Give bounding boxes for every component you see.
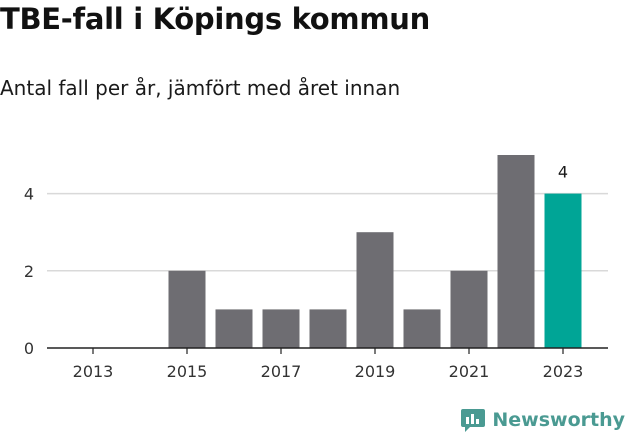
axes: 0 2 4 2013 2015 2017 2019 2021 2023 [24,185,608,381]
x-tick-label-2023: 2023 [543,362,584,381]
bar-2018 [309,309,347,348]
bar-2016 [215,309,253,348]
x-tick-label-2013: 2013 [73,362,114,381]
bar-2020 [403,309,441,348]
x-tick-label-2017: 2017 [261,362,302,381]
x-tick-label-2015: 2015 [167,362,208,381]
bar-2022 [497,155,535,348]
brand-logo: Newsworthy [460,407,625,433]
x-tick-label-2019: 2019 [355,362,396,381]
bars [168,155,582,348]
x-tick-label-2021: 2021 [449,362,490,381]
y-tick-label-4: 4 [24,185,34,204]
chart-title: TBE-fall i Köpings kommun [0,2,430,36]
bar-2019 [356,232,394,348]
bar-2017 [262,309,300,348]
data-labels: 4 [558,163,568,182]
data-label-2023: 4 [558,163,568,182]
bar-2023 [544,193,582,348]
brand-name: Newsworthy [492,409,625,431]
y-tick-label-2: 2 [24,262,34,281]
bar-2015 [168,270,206,348]
y-tick-label-0: 0 [24,339,34,358]
chart-subtitle: Antal fall per år, jämfört med året inna… [0,76,401,100]
bar-2021 [450,270,488,348]
newsworthy-logo-icon [461,409,486,432]
